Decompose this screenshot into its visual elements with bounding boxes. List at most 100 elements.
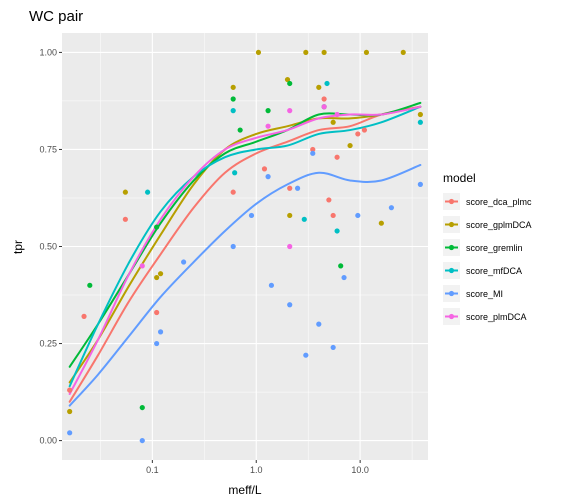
data-point — [316, 321, 322, 327]
data-point — [230, 189, 236, 195]
data-point — [157, 271, 164, 277]
series-points-score_plmDCA — [139, 104, 340, 269]
data-point — [287, 185, 293, 191]
chart-title: WC pair — [29, 8, 83, 25]
data-point — [310, 146, 316, 153]
data-point — [230, 96, 236, 102]
data-point — [301, 216, 307, 222]
legend-label: score_gplmDCA — [466, 220, 532, 230]
data-point — [287, 80, 293, 87]
legend-key-point — [448, 244, 455, 251]
data-point — [324, 80, 330, 87]
data-point — [287, 212, 293, 219]
data-point — [363, 49, 370, 56]
data-point — [87, 282, 93, 288]
data-point — [122, 216, 128, 222]
series-points-score_dca_plmc — [67, 96, 368, 393]
legend-label: score_plmDCA — [466, 312, 527, 322]
data-point — [122, 189, 128, 195]
data-point — [417, 119, 423, 125]
data-point — [338, 263, 344, 269]
legend-label: score_mfDCA — [466, 266, 522, 276]
legend: model score_dca_plmc score_gplmDCA score_g… — [443, 171, 532, 325]
legend-key-point — [448, 267, 455, 274]
legend-label: score_MI — [466, 289, 503, 299]
legend-key-point — [448, 290, 455, 297]
data-point — [230, 84, 236, 90]
data-point — [154, 224, 160, 230]
y-axis-title: tpr — [11, 240, 25, 254]
data-point — [294, 185, 301, 191]
legend-label: score_gremlin — [466, 243, 523, 253]
data-point — [154, 309, 160, 316]
data-points — [67, 49, 423, 444]
data-point — [347, 142, 353, 149]
data-point — [321, 49, 327, 56]
series-points-score_gplmDCA — [67, 49, 423, 415]
data-point — [144, 189, 151, 195]
data-point — [341, 274, 347, 281]
smooth-line-score_gplmDCA — [68, 105, 422, 384]
y-tick-label: 0.25 — [39, 339, 57, 349]
data-point — [261, 166, 268, 172]
data-point — [154, 340, 160, 347]
data-point — [330, 344, 336, 351]
data-point — [316, 84, 322, 90]
data-point — [139, 263, 145, 269]
data-point — [154, 274, 160, 281]
data-point — [400, 49, 406, 56]
legend-label: score_dca_plmc — [466, 197, 532, 207]
data-point — [268, 282, 275, 288]
data-point — [330, 119, 336, 125]
data-point — [321, 96, 327, 102]
series-points-score_mfDCA — [144, 80, 423, 234]
data-point — [248, 212, 255, 219]
data-point — [303, 49, 309, 56]
data-point — [67, 430, 73, 436]
data-point — [310, 150, 316, 156]
data-point — [181, 259, 187, 265]
data-point — [255, 49, 262, 56]
data-point — [334, 228, 340, 234]
data-point — [265, 174, 271, 180]
series-points-score_MI — [67, 150, 423, 444]
data-point — [237, 127, 243, 133]
data-point — [330, 212, 336, 219]
smooth-line-score_plmDCA — [68, 105, 422, 396]
legend-key-point — [448, 198, 455, 205]
data-point — [321, 104, 327, 110]
data-point — [67, 387, 73, 393]
data-point — [361, 127, 368, 133]
legend-key-point — [448, 313, 455, 320]
data-point — [355, 131, 361, 137]
y-tick-label: 1.00 — [39, 47, 57, 57]
data-point — [284, 76, 291, 83]
data-point — [287, 108, 293, 114]
data-point — [388, 205, 395, 211]
data-point — [303, 352, 309, 358]
x-tick-label: 0.1 — [146, 465, 159, 475]
smooth-line-score_dca_plmc — [68, 105, 422, 403]
smooth-line-score_mfDCA — [68, 105, 422, 388]
y-tick-label: 0.50 — [39, 242, 57, 252]
data-point — [265, 108, 271, 114]
data-point — [355, 212, 361, 219]
data-point — [265, 123, 271, 129]
legend-title: model — [443, 171, 476, 185]
y-tick-label: 0.75 — [39, 144, 57, 154]
x-tick-label: 1.0 — [250, 465, 263, 475]
data-point — [378, 220, 384, 226]
x-axis-title: meff/L — [228, 483, 261, 497]
data-point — [417, 111, 423, 118]
data-point — [139, 437, 145, 444]
data-point — [81, 313, 87, 319]
data-point — [334, 111, 340, 118]
data-point — [417, 181, 423, 187]
data-point — [232, 170, 238, 176]
y-tick-label: 0.00 — [39, 436, 57, 446]
data-point — [334, 154, 340, 160]
data-point — [230, 243, 236, 250]
data-point — [67, 408, 73, 415]
smooth-line-score_MI — [68, 163, 422, 407]
